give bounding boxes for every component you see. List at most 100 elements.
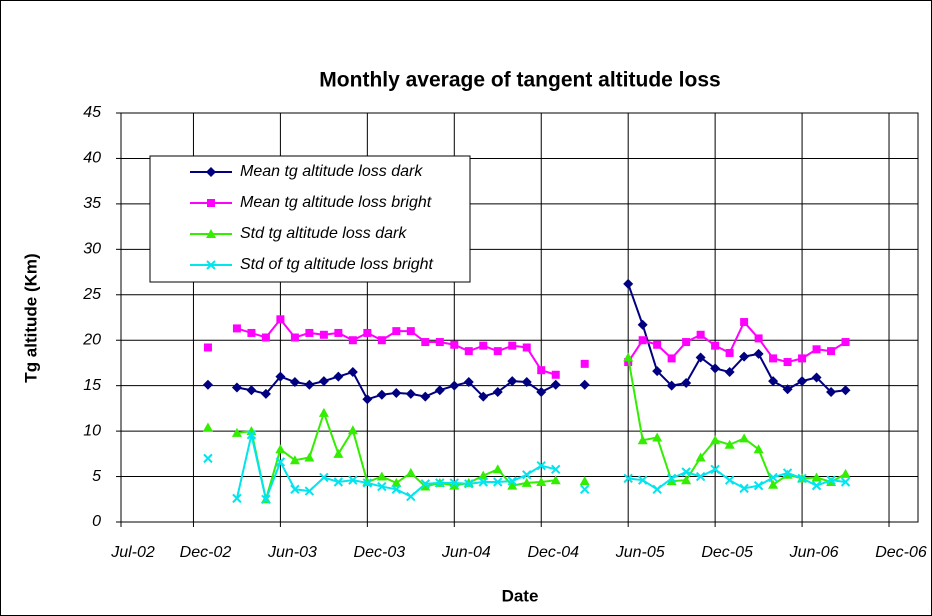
data-point [724, 475, 735, 485]
legend-label: Mean tg altitude loss bright [240, 194, 432, 211]
data-point [798, 354, 807, 363]
data-point [493, 477, 503, 487]
data-point [405, 467, 416, 477]
y-tick-label: 20 [82, 331, 101, 348]
series [202, 278, 851, 405]
data-point [739, 483, 749, 494]
data-point [232, 324, 241, 333]
data-point [537, 366, 546, 375]
data-point [231, 382, 242, 393]
data-point [754, 334, 763, 343]
data-point [521, 477, 532, 487]
data-point [725, 348, 734, 357]
data-point [536, 477, 547, 487]
data-point [420, 391, 431, 402]
data-point [797, 473, 807, 484]
y-axis-label: Tg altitude (Km) [21, 253, 40, 382]
data-point [478, 470, 489, 480]
data-point [666, 473, 677, 484]
data-point [739, 351, 750, 362]
x-tick-label: Jun-03 [267, 544, 317, 561]
data-point [231, 427, 242, 437]
data-point [768, 472, 778, 483]
data-point [753, 348, 764, 359]
data-point [435, 338, 444, 347]
x-tick-label: Jun-04 [441, 544, 491, 561]
data-point [666, 476, 677, 486]
data-point [377, 336, 386, 345]
data-point [695, 471, 706, 482]
x-tick-label: Jun-06 [789, 544, 839, 561]
data-point [638, 336, 647, 345]
data-point [275, 444, 286, 454]
data-point [376, 389, 387, 400]
data-point [579, 379, 590, 390]
data-point [203, 343, 212, 352]
x-tick-label: Dec-02 [180, 544, 232, 561]
legend-marker [206, 167, 216, 177]
legend-label: Std of tg altitude loss bright [240, 256, 434, 273]
data-point [362, 478, 373, 488]
data-point [507, 480, 518, 490]
data-point [334, 328, 343, 337]
data-point [391, 484, 402, 494]
data-point [202, 422, 213, 432]
data-point [421, 338, 430, 347]
data-point [695, 352, 706, 363]
data-point [347, 367, 358, 378]
data-point [290, 333, 299, 342]
data-point [333, 477, 344, 487]
data-point [522, 343, 531, 352]
data-point [261, 494, 271, 504]
y-tick-label: 35 [83, 195, 101, 212]
x-tick-label: Dec-04 [527, 544, 579, 561]
chart-title: Monthly average of tangent altitude loss [319, 69, 720, 92]
x-tick-label: Dec-03 [354, 544, 406, 561]
data-point [724, 439, 735, 449]
data-point [304, 486, 315, 496]
data-point [305, 328, 314, 337]
legend-marker [206, 260, 216, 270]
data-point [246, 430, 257, 440]
data-point [652, 432, 663, 442]
legend-label: Std tg altitude loss dark [240, 225, 407, 242]
data-point [522, 470, 532, 480]
data-point [623, 473, 633, 484]
data-point [492, 387, 503, 398]
x-tick-label: Dec-05 [701, 544, 753, 561]
data-point [753, 480, 764, 491]
data-point [579, 476, 590, 486]
data-point [478, 391, 489, 402]
data-point [782, 384, 793, 395]
data-point [289, 455, 300, 465]
x-tick-label: Jun-05 [615, 544, 665, 561]
data-point [681, 377, 692, 388]
data-point [290, 484, 300, 494]
data-point [479, 341, 488, 350]
data-point [450, 340, 459, 349]
y-tick-label: 25 [82, 286, 101, 303]
data-point [840, 468, 851, 478]
data-point [681, 475, 692, 485]
data-point [637, 435, 648, 445]
y-tick-label: 0 [92, 513, 101, 530]
data-point [580, 484, 590, 494]
data-point [551, 370, 560, 379]
data-point [463, 377, 474, 388]
series [202, 352, 851, 504]
series [203, 315, 850, 379]
y-tick-label: 40 [83, 150, 101, 167]
x-tick-label: Jul-02 [110, 544, 155, 561]
legend-label: Mean tg altitude loss dark [240, 163, 423, 180]
data-point [666, 380, 677, 391]
data-point [362, 394, 373, 405]
data-point [319, 330, 328, 339]
data-point [710, 435, 721, 445]
data-point [711, 341, 720, 350]
data-point [623, 278, 634, 289]
data-point [304, 452, 315, 462]
data-point [318, 407, 329, 417]
data-point [391, 477, 402, 487]
data-point [348, 475, 358, 485]
data-point [232, 493, 242, 504]
